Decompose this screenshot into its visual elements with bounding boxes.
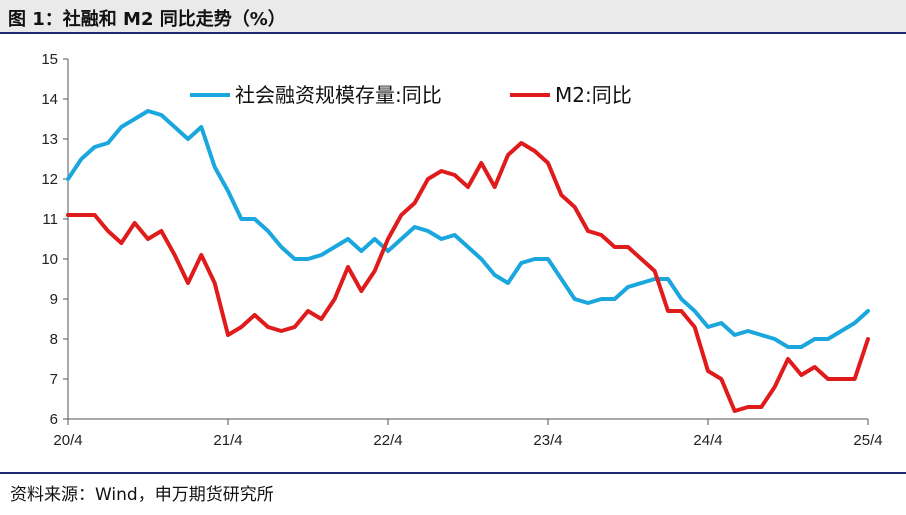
chart: 6 7 8 9 10 11 12 13 14 15 20/4 21/4 22/4 23/4 24/4 25/… bbox=[41, 51, 883, 449]
series-lines bbox=[66, 109, 870, 413]
y-tick-label: 11 bbox=[42, 211, 58, 228]
x-tick-label: 23/4 bbox=[533, 432, 562, 449]
x-tick-label: 22/4 bbox=[373, 432, 402, 449]
y-tick-label: 8 bbox=[50, 331, 58, 348]
y-axis: 6 7 8 9 10 11 12 13 14 15 bbox=[41, 51, 69, 428]
x-axis: 20/4 21/4 22/4 23/4 24/4 25/4 bbox=[53, 418, 883, 449]
legend-label-m2: M2:同比 bbox=[555, 83, 632, 107]
y-tick-label: 14 bbox=[41, 91, 58, 108]
series-line-m2 bbox=[66, 141, 870, 413]
x-tick-label: 20/4 bbox=[53, 432, 82, 449]
source-note: 资料来源：Wind，申万期货研究所 bbox=[10, 485, 274, 505]
y-tick-label: 15 bbox=[41, 51, 58, 68]
y-tick-label: 12 bbox=[41, 171, 58, 188]
source-divider bbox=[0, 472, 906, 474]
x-tick-label: 21/4 bbox=[213, 432, 242, 449]
title-bar: 图 1：社融和 M2 同比走势（%） bbox=[0, 0, 906, 34]
y-tick-label: 6 bbox=[50, 411, 58, 428]
legend: 社会融资规模存量:同比 M2:同比 bbox=[190, 83, 632, 107]
y-tick-label: 10 bbox=[41, 251, 58, 268]
y-tick-label: 7 bbox=[50, 371, 58, 388]
y-tick-label: 9 bbox=[50, 291, 58, 308]
y-tick-label: 13 bbox=[41, 131, 58, 148]
series-line-social-financing bbox=[66, 109, 870, 349]
x-tick-label: 25/4 bbox=[853, 432, 882, 449]
legend-label-social-financing: 社会融资规模存量:同比 bbox=[235, 83, 442, 107]
figure-title: 图 1：社融和 M2 同比走势（%） bbox=[8, 9, 286, 30]
x-tick-label: 24/4 bbox=[693, 432, 722, 449]
